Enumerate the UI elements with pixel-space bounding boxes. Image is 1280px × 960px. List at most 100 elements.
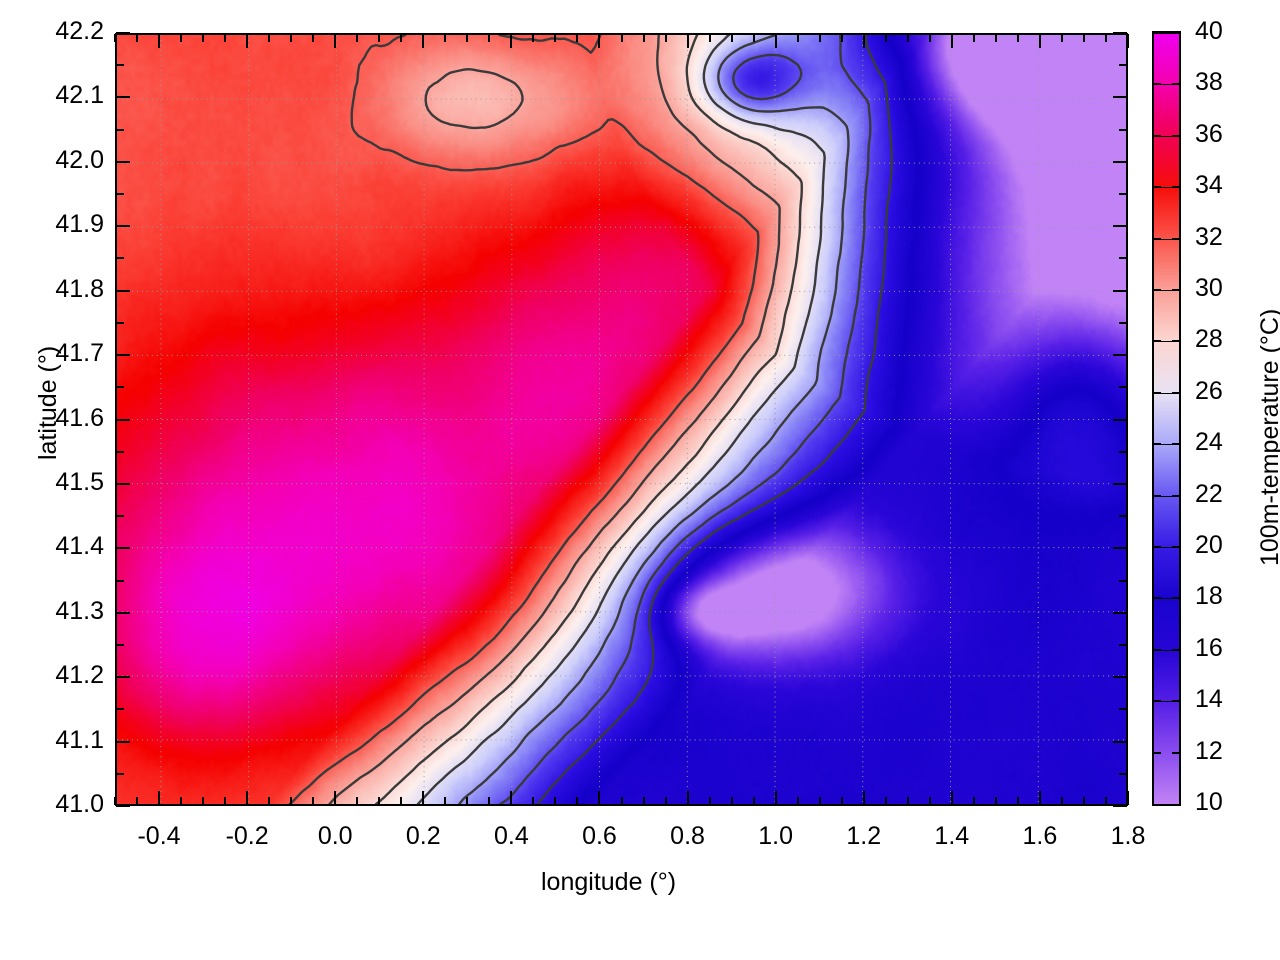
x-tick-label: 0.2 bbox=[405, 822, 441, 850]
y-tick-minor-right bbox=[1119, 772, 1127, 775]
colorbar-band-separator bbox=[1154, 495, 1179, 497]
x-tick-minor bbox=[642, 797, 645, 805]
x-tick-minor-top bbox=[840, 34, 843, 42]
x-tick-minor bbox=[488, 797, 491, 805]
contour-line bbox=[416, 35, 826, 804]
contour-lines bbox=[288, 35, 893, 804]
colorbar-band bbox=[1154, 290, 1179, 342]
y-tick-minor-right bbox=[1119, 708, 1127, 711]
y-tick-label: 42.2 bbox=[55, 17, 104, 45]
colorbar-band bbox=[1154, 752, 1179, 804]
x-tick-minor bbox=[422, 797, 425, 805]
x-tick-label: 0.0 bbox=[317, 822, 353, 850]
colorbar-band bbox=[1154, 187, 1179, 239]
x-tick-major-top bbox=[1127, 34, 1129, 48]
x-tick-label: 1.4 bbox=[934, 822, 970, 850]
colorbar-band bbox=[1154, 33, 1179, 85]
colorbar-tick bbox=[1154, 443, 1161, 446]
x-tick-major bbox=[950, 791, 953, 805]
y-tick-major-right bbox=[1113, 289, 1127, 292]
y-tick-major-right bbox=[1113, 160, 1127, 163]
x-tick-minor bbox=[554, 797, 557, 805]
y-tick-major-right bbox=[1113, 740, 1127, 743]
colorbar-tick bbox=[1154, 83, 1161, 86]
colorbar-tick bbox=[1154, 700, 1161, 703]
x-axis-title: longitude (°) bbox=[541, 868, 677, 896]
y-tick-major-right bbox=[1113, 547, 1127, 550]
x-tick-minor-top bbox=[114, 34, 116, 42]
colorbar-tick bbox=[1154, 237, 1161, 240]
y-tick-label: 41.9 bbox=[55, 210, 104, 239]
temperature-raster bbox=[117, 35, 1126, 804]
y-tick-major bbox=[116, 418, 130, 421]
colorbar-band-separator bbox=[1154, 649, 1179, 651]
colorbar-tick-right bbox=[1172, 443, 1179, 446]
y-tick-label: 41.4 bbox=[55, 532, 104, 561]
x-tick-label: 0.4 bbox=[494, 822, 529, 850]
y-tick-major-right bbox=[1113, 482, 1127, 485]
y-tick-major bbox=[116, 96, 130, 99]
x-tick-major-top bbox=[774, 34, 777, 48]
x-tick-minor bbox=[928, 797, 931, 805]
x-tick-minor-top bbox=[796, 34, 799, 42]
x-tick-minor bbox=[752, 797, 755, 805]
x-tick-major bbox=[862, 791, 865, 805]
contour-line bbox=[328, 35, 781, 804]
x-tick-minor-top bbox=[576, 34, 579, 42]
x-tick-minor-top bbox=[818, 34, 821, 42]
y-tick-label: 42.0 bbox=[55, 145, 104, 174]
x-tick-minor-top bbox=[906, 34, 909, 42]
x-tick-minor-top bbox=[1016, 34, 1019, 42]
colorbar-tick bbox=[1154, 289, 1161, 291]
y-tick-minor bbox=[116, 321, 124, 324]
x-tick-minor bbox=[906, 797, 909, 805]
contour-line bbox=[288, 35, 760, 804]
y-tick-major-right bbox=[1113, 611, 1127, 614]
colorbar-tick-label: 36 bbox=[1195, 119, 1223, 148]
x-tick-major-top bbox=[334, 34, 337, 48]
x-tick-minor bbox=[1104, 797, 1107, 805]
colorbar-band-separator bbox=[1154, 33, 1179, 34]
x-tick-label: 1.8 bbox=[1110, 822, 1146, 850]
colorbar-band bbox=[1154, 84, 1179, 136]
y-tick-minor bbox=[116, 386, 124, 389]
colorbar-tick-label: 40 bbox=[1195, 17, 1223, 45]
x-tick-minor-top bbox=[312, 34, 315, 42]
colorbar-band-separator bbox=[1154, 341, 1179, 343]
colorbar-band-separator bbox=[1154, 444, 1179, 446]
y-tick-major-right bbox=[1113, 225, 1127, 228]
colorbar-tick-right bbox=[1172, 391, 1179, 394]
x-tick-major bbox=[598, 791, 601, 805]
x-tick-minor bbox=[576, 797, 579, 805]
y-tick-minor-right bbox=[1119, 257, 1127, 260]
colorbar-tick bbox=[1154, 391, 1161, 394]
x-tick-minor bbox=[1060, 797, 1063, 805]
y-tick-minor-right bbox=[1119, 193, 1127, 196]
x-tick-major-top bbox=[1038, 34, 1041, 48]
colorbar-band bbox=[1154, 341, 1179, 393]
contour-line bbox=[732, 53, 803, 101]
y-tick-label: 41.1 bbox=[55, 725, 104, 754]
y-tick-minor bbox=[116, 772, 124, 775]
colorbar-band-separator bbox=[1154, 392, 1179, 394]
y-tick-minor-right bbox=[1119, 321, 1127, 324]
contour-line bbox=[374, 35, 803, 804]
y-tick-minor bbox=[116, 64, 124, 67]
x-tick-minor-top bbox=[884, 34, 887, 42]
colorbar-band bbox=[1154, 547, 1179, 599]
x-tick-minor-top bbox=[378, 34, 381, 42]
y-tick-major bbox=[116, 805, 130, 807]
x-tick-minor bbox=[884, 797, 887, 805]
x-tick-minor-top bbox=[1082, 34, 1085, 42]
x-tick-major-top bbox=[950, 34, 953, 48]
x-tick-label: 1.2 bbox=[846, 822, 882, 850]
y-tick-major bbox=[116, 354, 130, 357]
colorbar-band-separator bbox=[1154, 598, 1179, 600]
heatmap-plot-area bbox=[115, 33, 1128, 806]
x-tick-minor bbox=[708, 797, 711, 805]
y-tick-minor bbox=[116, 579, 124, 582]
x-tick-minor bbox=[730, 797, 733, 805]
y-tick-minor-right bbox=[1119, 386, 1127, 389]
x-tick-minor bbox=[972, 797, 975, 805]
colorbar bbox=[1152, 31, 1181, 806]
